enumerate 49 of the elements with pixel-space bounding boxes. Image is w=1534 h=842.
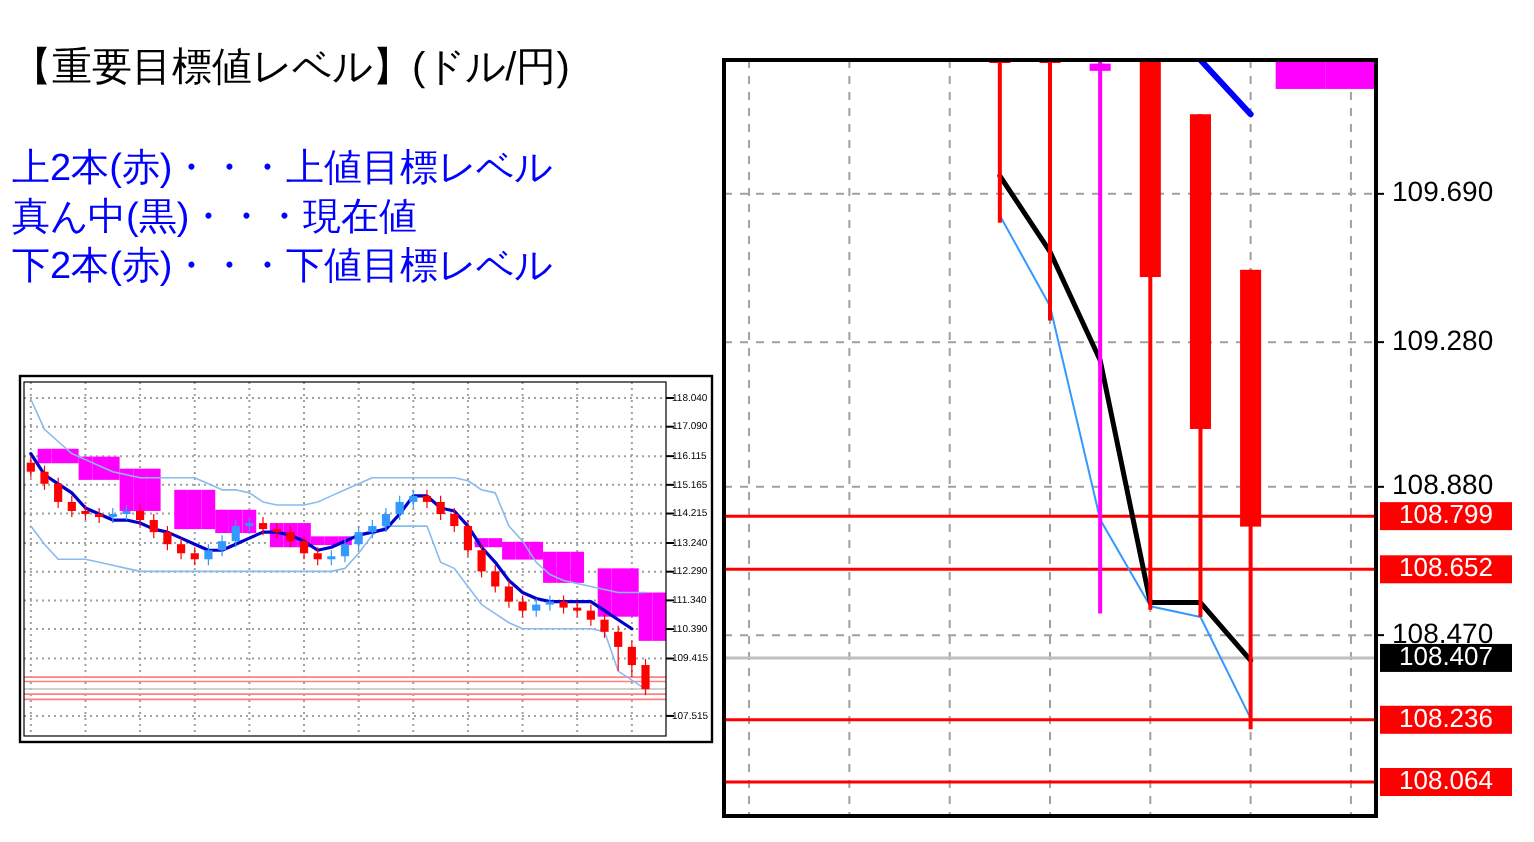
candlestick	[1089, 60, 1111, 616]
ref-line-label: 108.652	[1399, 552, 1493, 583]
candlestick	[450, 507, 459, 533]
candlestick	[217, 534, 227, 557]
candlestick	[504, 579, 514, 609]
ref-line-label: 108.799	[1399, 499, 1493, 530]
candlestick	[532, 597, 541, 618]
candlestick	[354, 525, 363, 551]
candlestick	[409, 489, 418, 509]
candlestick	[368, 519, 377, 539]
candlestick	[204, 543, 213, 566]
candlestick	[491, 564, 500, 594]
y-tick-label: 108.880	[1392, 468, 1494, 501]
ref-line-label: 108.064	[1399, 764, 1493, 795]
candlestick	[313, 546, 322, 566]
candlestick	[559, 594, 568, 615]
candlestick	[641, 658, 650, 696]
candlestick	[627, 640, 636, 678]
candlestick	[614, 625, 623, 672]
ref-line-label: 108.236	[1399, 702, 1493, 733]
candlestick	[436, 495, 445, 521]
candlestick	[163, 525, 172, 551]
candlestick	[258, 516, 268, 536]
line-series	[998, 214, 1252, 720]
text: 真ん中(黒)・・・現在値	[12, 197, 418, 239]
text: 下2本(赤)・・・下値目標レベル	[12, 246, 553, 288]
text: 上2本(赤)・・・上値目標レベル	[12, 148, 553, 190]
candlestick	[176, 537, 186, 560]
candlestick	[95, 507, 104, 524]
candlestick	[67, 495, 76, 518]
candlestick	[149, 513, 158, 539]
candlestick	[586, 604, 595, 627]
candlestick	[518, 594, 527, 618]
candlestick	[26, 456, 35, 479]
y-tick-label: 109.690	[1392, 175, 1494, 208]
candlestick	[463, 519, 473, 557]
candlestick	[545, 594, 554, 612]
line-series	[29, 451, 634, 631]
candlestick	[381, 507, 391, 533]
line-series	[30, 398, 647, 594]
candlestick	[422, 489, 432, 509]
line-series	[997, 173, 1254, 663]
y-tick-label: 109.280	[1392, 323, 1494, 356]
chart-title: 【重要目標値レベル】(ドル/円)	[12, 46, 570, 90]
candlestick	[54, 477, 63, 509]
candlestick	[190, 546, 199, 566]
candlestick	[395, 495, 404, 521]
candlestick	[40, 465, 49, 491]
y-tick-label: 108.470	[1392, 616, 1494, 649]
